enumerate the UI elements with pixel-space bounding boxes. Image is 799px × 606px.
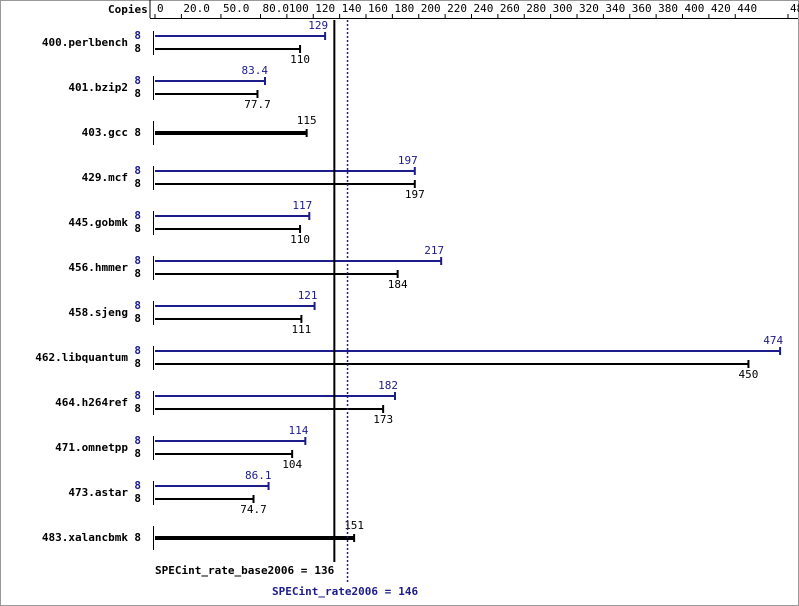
copies: 8 xyxy=(134,447,141,460)
copies: 8 xyxy=(134,479,141,492)
copies: 8 xyxy=(134,434,141,447)
x-tick-label: 140 xyxy=(342,2,362,15)
x-tick-label: 200 xyxy=(421,2,441,15)
copies: 8 xyxy=(134,87,141,100)
copies: 8 xyxy=(134,209,141,222)
copies: 8 xyxy=(134,389,141,402)
benchmark-name: 458.sjeng xyxy=(68,306,128,319)
copies: 8 xyxy=(134,299,141,312)
value-label: 86.1 xyxy=(245,469,272,482)
value-label: 115 xyxy=(297,114,317,127)
benchmark-name: 400.perlbench xyxy=(42,36,128,49)
x-tick-label: 480 xyxy=(790,2,799,15)
benchmark-name: 403.gcc xyxy=(82,126,128,139)
copies: 8 xyxy=(134,222,141,235)
x-tick-label: 160 xyxy=(368,2,388,15)
value-label: 77.7 xyxy=(244,98,271,111)
x-tick-label: 420 xyxy=(711,2,731,15)
x-tick-label: 240 xyxy=(474,2,494,15)
value-label: 217 xyxy=(424,244,444,257)
copies: 8 xyxy=(134,357,141,370)
value-label: 129 xyxy=(308,19,328,32)
value-label: 121 xyxy=(298,289,318,302)
value-label: 173 xyxy=(373,413,393,426)
value-label: 117 xyxy=(292,199,312,212)
benchmark-name: 483.xalancbmk xyxy=(42,531,128,544)
value-label: 474 xyxy=(763,334,783,347)
value-label: 111 xyxy=(291,323,311,336)
value-label: 450 xyxy=(739,368,759,381)
x-tick-label: 0 xyxy=(157,2,164,15)
reference-value: 136 xyxy=(314,564,334,577)
value-label: 74.7 xyxy=(240,503,267,516)
value-label: 197 xyxy=(398,154,418,167)
x-tick-label: 380 xyxy=(658,2,678,15)
value-label: 104 xyxy=(282,458,302,471)
value-label: 110 xyxy=(290,233,310,246)
value-label: 182 xyxy=(378,379,398,392)
x-tick-label: 440 xyxy=(737,2,757,15)
benchmark-name: 473.astar xyxy=(68,486,128,499)
copies: 8 xyxy=(134,531,141,544)
copies: 8 xyxy=(134,254,141,267)
benchmark-name: 464.h264ref xyxy=(55,396,128,409)
copies: 8 xyxy=(134,402,141,415)
x-tick-label: 340 xyxy=(605,2,625,15)
copies: 8 xyxy=(134,164,141,177)
benchmark-name: 429.mcf xyxy=(82,171,128,184)
reference-value: 146 xyxy=(398,585,418,598)
value-label: 114 xyxy=(288,424,308,437)
value-label: 83.4 xyxy=(241,64,268,77)
copies: 8 xyxy=(134,177,141,190)
axis-title: Copies xyxy=(108,3,148,16)
reference-label: SPECint_rate2006 = xyxy=(272,585,392,598)
value-label: 110 xyxy=(290,53,310,66)
x-tick-label: 50.0 xyxy=(223,2,250,15)
x-tick-label: 400 xyxy=(685,2,705,15)
x-tick-label: 100 xyxy=(289,2,309,15)
x-tick-label: 360 xyxy=(632,2,652,15)
copies: 8 xyxy=(134,74,141,87)
x-tick-label: 20.0 xyxy=(183,2,210,15)
copies: 8 xyxy=(134,312,141,325)
copies: 8 xyxy=(134,344,141,357)
value-label: 197 xyxy=(405,188,425,201)
benchmark-name: 456.hmmer xyxy=(68,261,128,274)
x-tick-label: 280 xyxy=(526,2,546,15)
x-tick-label: 300 xyxy=(553,2,573,15)
benchmark-name: 462.libquantum xyxy=(35,351,128,364)
copies: 8 xyxy=(134,126,141,139)
copies: 8 xyxy=(134,267,141,280)
x-tick-label: 180 xyxy=(394,2,414,15)
value-label: 151 xyxy=(344,519,364,532)
x-tick-label: 320 xyxy=(579,2,599,15)
x-tick-label: 120 xyxy=(315,2,335,15)
value-label: 184 xyxy=(388,278,408,291)
copies: 8 xyxy=(134,42,141,55)
copies: 8 xyxy=(134,492,141,505)
benchmark-name: 471.omnetpp xyxy=(55,441,128,454)
x-tick-label: 80.0 xyxy=(263,2,290,15)
x-tick-label: 220 xyxy=(447,2,467,15)
copies: 8 xyxy=(134,29,141,42)
x-tick-label: 260 xyxy=(500,2,520,15)
benchmark-name: 445.gobmk xyxy=(68,216,128,229)
benchmark-name: 401.bzip2 xyxy=(68,81,128,94)
reference-label: SPECint_rate_base2006 = xyxy=(155,564,308,577)
